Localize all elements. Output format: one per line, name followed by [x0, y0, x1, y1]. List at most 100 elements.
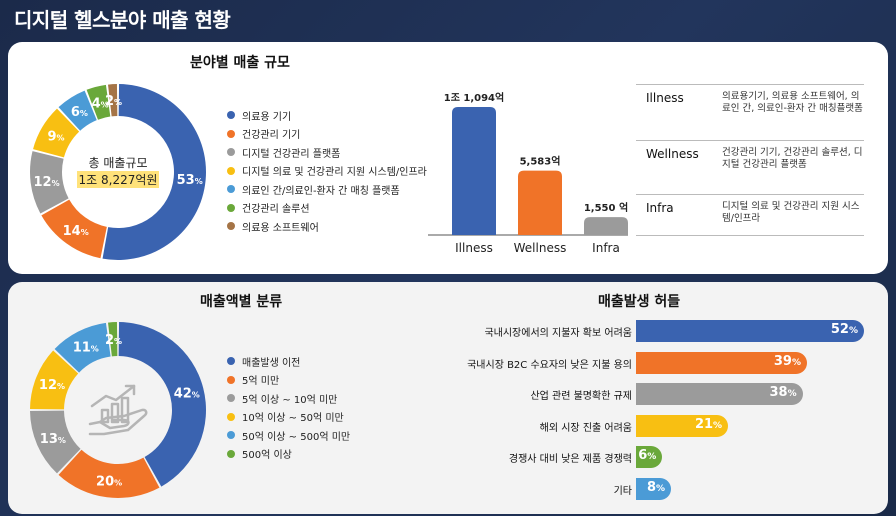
legend-label: 디지털 의료 및 건강관리 지원 시스템/인프라 — [242, 167, 427, 179]
definition-row: Illness 의료용기기, 의료용 소프트웨어, 의료인 간, 의료인-환자 간… — [636, 84, 864, 140]
definition-row: Wellness 건강관리 기기, 건강관리 솔루션, 디지털 건강관리 플랫폼 — [636, 140, 864, 194]
hbar-value-label: 39% — [773, 353, 801, 369]
donut-slice-label: 2% — [105, 333, 122, 348]
definition-table: Illness 의료용기기, 의료용 소프트웨어, 의료인 간, 의료인-환자 간… — [636, 84, 864, 236]
donut2-title: 매출액별 분류 — [200, 294, 283, 310]
hbar: 38% — [636, 383, 803, 405]
hbar: 39% — [636, 351, 807, 374]
legend-label: 디지털 건강관리 플랫폼 — [242, 148, 341, 160]
page-title: 디지털 헬스분야 매출 현황 — [14, 8, 231, 32]
bar-chart-illness-wellness-infra: 1조 1,094억 Illness 5,583억 Wellness 1,550 억 Inf… — [428, 92, 628, 255]
donut-chart-sales-by-field: 53% 14% 12% 9% 6% 4%2% — [29, 84, 206, 260]
legend-label: 500억 이상 — [242, 450, 292, 462]
legend-swatch — [227, 357, 235, 366]
legend-swatch — [227, 129, 235, 138]
legend-item: 5억 이상 ~ 10억 미만 — [227, 389, 350, 408]
donut-slice-label: 53% — [177, 173, 203, 188]
hbar-category-label: 경쟁사 대비 낮은 제품 경쟁력 — [508, 454, 632, 465]
hbar-value-label: 6% — [638, 448, 657, 463]
legend-swatch — [227, 412, 235, 421]
donut2-legend: 매출발생 이전 5억 미만 5억 이상 ~ 10억 미만 10억 이상 ~ 50억 미… — [227, 352, 350, 463]
donut-slice — [33, 108, 80, 158]
hbar-row: 국내시장 B2C 수요자의 낮은 지불 용의 39% — [8, 351, 888, 374]
hbar-category-label: 국내시장에서의 지불자 확보 어려움 — [484, 328, 632, 339]
legend-item: 5억 미만 — [227, 371, 350, 390]
donut-chart-sales-amount: 42% 20% 13% 12% 11% 2% — [30, 322, 207, 498]
hbar: 21% — [636, 414, 729, 437]
donut-slice-label: 2% — [105, 94, 122, 109]
legend-item: 디지털 의료 및 건강관리 지원 시스템/인프라 — [227, 162, 427, 181]
donut1-center-value: 1조 8,227억원 — [76, 171, 160, 188]
legend-label: 5억 미만 — [242, 376, 280, 388]
donut-slice-label: 4% — [92, 96, 109, 111]
hbar-row: 국내시장에서의 지불자 확보 어려움 52% — [8, 320, 888, 342]
hbar-title: 매출발생 허들 — [598, 294, 681, 310]
bar-category-label: Wellness — [514, 241, 567, 255]
hbar-value-label: 8% — [646, 479, 666, 495]
bar — [518, 170, 562, 235]
legend-swatch — [227, 394, 235, 403]
legend-label: 10억 이상 ~ 50억 미만 — [242, 413, 344, 425]
legend-item: 500억 이상 — [227, 445, 350, 464]
hbar: 6% — [636, 446, 663, 468]
definition-key: Wellness — [646, 147, 699, 161]
legend-item: 매출발생 이전 — [227, 352, 350, 371]
hbar-category-label: 국내시장 B2C 수요자의 낮은 지불 용의 — [467, 359, 632, 371]
hbar-row: 해외 시장 진출 어려움 21% — [8, 414, 888, 437]
legend-label: 매출발생 이전 — [242, 357, 301, 369]
legend-item: 50억 이상 ~ 500억 미만 — [227, 426, 350, 445]
donut-slice — [102, 84, 206, 260]
hbar-value-label: 21% — [694, 416, 723, 432]
donut-slice — [86, 84, 111, 120]
donut-slice-label: 12% — [34, 175, 60, 190]
bar-value-label: 1,550 억 — [584, 202, 628, 214]
donut-slice — [30, 410, 81, 474]
donut1-title: 분야별 매출 규모 — [190, 55, 290, 71]
hbar: 52% — [636, 320, 864, 342]
legend-swatch — [227, 431, 235, 440]
donut1-center: 총 매출규모 1조 8,227억원 — [58, 154, 178, 188]
legend-label: 의료용 소프트웨어 — [242, 222, 319, 234]
hbar-category-label: 기타 — [613, 485, 632, 497]
hbar-category-label: 산업 관련 불명확한 규제 — [530, 391, 632, 402]
donut-slice-label: 14% — [63, 224, 89, 239]
legend-label: 의료인 간/의료인-환자 간 매칭 플랫폼 — [242, 185, 400, 197]
donut-slice — [58, 449, 160, 498]
legend-item: 10억 이상 ~ 50억 미만 — [227, 408, 350, 427]
legend-swatch — [227, 203, 235, 212]
bar-category-label: Infra — [592, 241, 620, 255]
donut-slice — [108, 84, 118, 117]
donut-slice — [29, 151, 69, 214]
legend-item: 건강관리 기기 — [227, 125, 427, 144]
legend-swatch — [227, 148, 235, 157]
donut-slice — [41, 199, 107, 259]
donut-slice — [54, 322, 111, 373]
legend-label: 의료용 기기 — [242, 111, 292, 123]
donut-slice — [30, 350, 79, 410]
donut-slice — [108, 322, 118, 357]
definition-row: Infra 디지털 의료 및 건강관리 지원 시스템/인프라 — [636, 194, 864, 236]
donut-slice-label: 12% — [39, 378, 65, 393]
definition-key: Illness — [646, 91, 684, 105]
legend-swatch — [227, 375, 235, 384]
legend-item: 건강관리 솔루션 — [227, 199, 427, 218]
donut-slice-label: 20% — [96, 474, 122, 489]
legend-label: 건강관리 솔루션 — [242, 204, 310, 216]
donut-slice-label: 9% — [47, 129, 64, 144]
legend-item: 의료용 기기 — [227, 106, 427, 125]
legend-item: 디지털 건강관리 플랫폼 — [227, 143, 427, 162]
legend-swatch — [227, 222, 235, 231]
legend-swatch — [227, 185, 235, 194]
definition-value: 디지털 의료 및 건강관리 지원 시스템/인프라 — [722, 201, 860, 224]
bar — [452, 107, 496, 235]
legend-item: 의료인 간/의료인-환자 간 매칭 플랫폼 — [227, 180, 427, 199]
definition-key: Infra — [646, 201, 674, 215]
hbar: 8% — [636, 477, 672, 500]
definition-value: 건강관리 기기, 건강관리 솔루션, 디지털 건강관리 플랫폼 — [722, 147, 863, 170]
donut-slice-label: 6% — [71, 105, 88, 120]
legend-label: 건강관리 기기 — [242, 130, 301, 142]
hbar-row: 기타 8% — [8, 477, 888, 500]
donut-slice-label: 13% — [40, 432, 66, 447]
donut-slice — [118, 322, 207, 487]
